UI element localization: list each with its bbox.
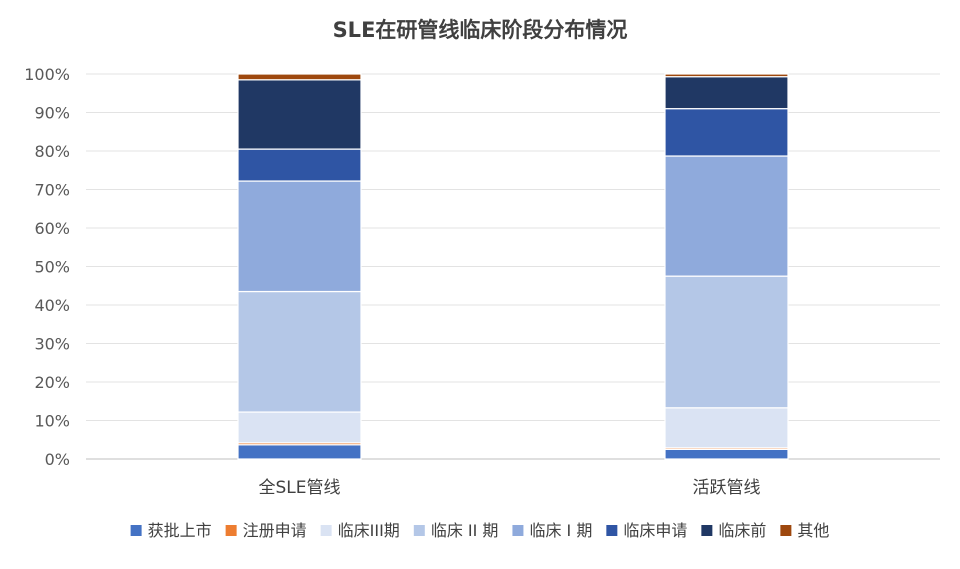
y-tick-label: 30% (34, 335, 70, 354)
bar-segment (237, 290, 362, 413)
y-tick-label: 20% (34, 373, 70, 392)
bar-segment (664, 108, 789, 157)
legend-item: 其他 (780, 521, 829, 540)
legend-label: 获批上市 (148, 521, 212, 540)
legend-label: 临床申请 (623, 521, 687, 540)
legend-swatch (413, 525, 425, 536)
bar-segment (664, 407, 789, 449)
legend-swatch (512, 525, 524, 536)
y-tick-label: 50% (34, 258, 70, 277)
bar-segment (237, 444, 362, 460)
y-axis: 0% 10% 20% 30% 40% 50% 60% 70% 80% 90% 100% (24, 65, 70, 469)
bar-segment (237, 73, 362, 81)
y-tick-label: 70% (34, 181, 70, 200)
bar-segment (237, 180, 362, 293)
legend-label: 临床 II 期 (431, 521, 499, 540)
y-tick-label: 80% (34, 142, 70, 161)
legend-item: 获批上市 (130, 521, 212, 540)
legend-label: 临床 I 期 (529, 521, 592, 540)
legend: 获批上市 注册申请 临床III期 临床 II 期 临床 I 期 临床申请 临床前 其他 (130, 521, 829, 540)
bar-segment (237, 411, 362, 444)
legend-label: 注册申请 (243, 521, 307, 540)
legend-item: 临床 I 期 (512, 521, 592, 540)
bar-segment (664, 73, 789, 78)
y-tick-label: 60% (34, 219, 70, 238)
y-tick-label: 0% (45, 450, 70, 469)
bar-segment (237, 79, 362, 150)
x-axis: 全SLE管线 活跃管线 (258, 478, 760, 498)
legend-label: 临床前 (718, 521, 766, 540)
legend-item: 临床前 (701, 521, 766, 540)
x-category-label: 全SLE管线 (258, 478, 340, 498)
bar-segment (664, 275, 789, 409)
y-tick-label: 100% (24, 65, 70, 84)
legend-item: 临床申请 (606, 521, 687, 540)
legend-item: 注册申请 (225, 521, 307, 540)
legend-item: 临床III期 (320, 521, 400, 540)
legend-item: 临床 II 期 (413, 521, 499, 540)
bar-segment (664, 155, 789, 277)
legend-swatch (780, 525, 792, 536)
legend-label: 其他 (797, 521, 829, 540)
legend-swatch (701, 525, 713, 536)
y-tick-label: 40% (34, 296, 70, 315)
bars (237, 73, 789, 460)
gridlines (86, 73, 940, 460)
legend-swatch (225, 525, 237, 536)
bar-segment (237, 148, 362, 182)
y-tick-label: 10% (34, 412, 70, 431)
legend-swatch (320, 525, 332, 536)
y-tick-label: 90% (34, 104, 70, 123)
chart-title: SLE在研管线临床阶段分布情况 (333, 18, 628, 42)
legend-swatch (606, 525, 618, 536)
x-category-label: 活跃管线 (693, 478, 761, 498)
bar-segment (664, 448, 789, 460)
legend-swatch (130, 525, 142, 536)
bar-segment (664, 76, 789, 110)
legend-label: 临床III期 (338, 521, 400, 540)
